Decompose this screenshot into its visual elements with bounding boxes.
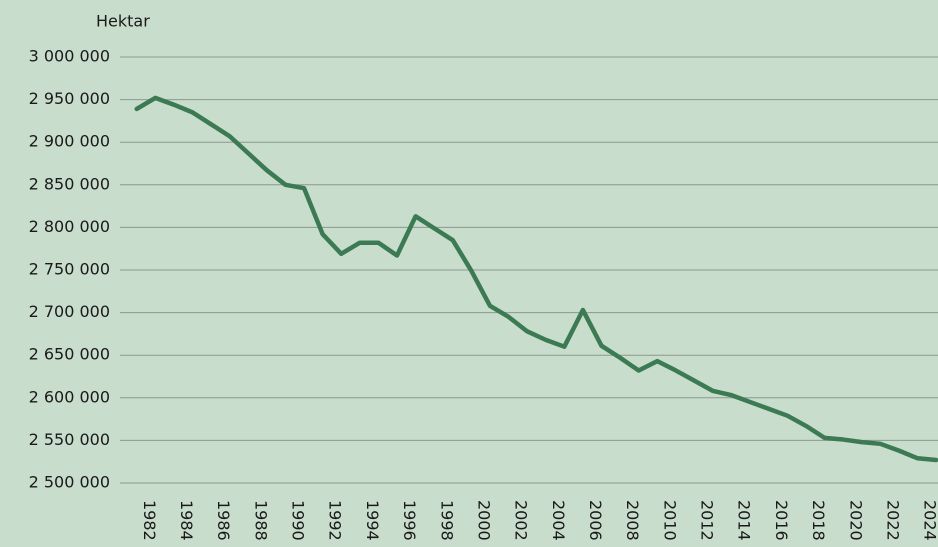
x-tick-label: 1994 [363, 500, 382, 541]
x-tick-label: 1996 [400, 500, 419, 541]
data-line [134, 95, 938, 463]
y-tick-label: 2 500 000 [29, 473, 110, 492]
x-tick-label: 2012 [698, 500, 717, 541]
x-tick-label: 2014 [735, 500, 754, 541]
x-tick-label: 2008 [623, 500, 642, 541]
x-tick-label: 1984 [177, 500, 196, 541]
y-axis-label: Hektar [96, 12, 150, 31]
x-tick-label: 1988 [251, 500, 270, 541]
y-tick-label: 2 550 000 [29, 430, 110, 449]
y-tick-label: 2 850 000 [29, 174, 110, 193]
x-tick-label: 1982 [140, 500, 159, 541]
x-tick-label: 1992 [326, 500, 345, 541]
y-tick-label: 2 800 000 [29, 217, 110, 236]
x-tick-label: 2002 [512, 500, 531, 541]
x-tick-label: 1990 [289, 500, 308, 541]
y-tick-label: 2 700 000 [29, 302, 110, 321]
x-tick-label: 2022 [883, 500, 902, 541]
x-tick-label: 2016 [772, 500, 791, 541]
y-tick-label: 2 950 000 [29, 89, 110, 108]
y-tick-label: 2 600 000 [29, 387, 110, 406]
y-tick-label: 2 900 000 [29, 132, 110, 151]
x-tick-label: 2004 [549, 500, 568, 541]
x-tick-label: 1986 [214, 500, 233, 541]
y-tick-label: 2 750 000 [29, 260, 110, 279]
x-tick-label: 2020 [846, 500, 865, 541]
x-tick-label: 2010 [660, 500, 679, 541]
y-tick-label: 3 000 000 [29, 47, 110, 66]
x-tick-label: 2024 [921, 500, 938, 541]
y-tick-label: 2 650 000 [29, 345, 110, 364]
x-tick-label: 1998 [437, 500, 456, 541]
x-tick-label: 2006 [586, 500, 605, 541]
x-tick-label: 2000 [474, 500, 493, 541]
x-tick-label: 2018 [809, 500, 828, 541]
